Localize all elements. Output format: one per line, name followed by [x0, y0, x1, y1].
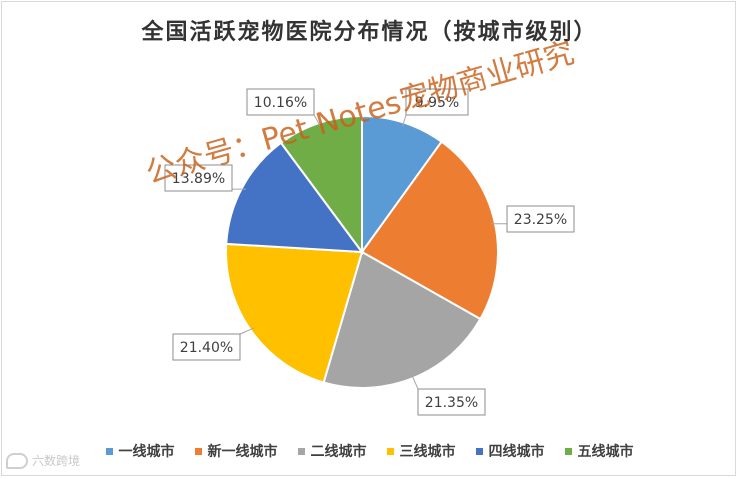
logo-icon: [6, 452, 28, 469]
logo-text: 六数跨境: [32, 454, 81, 468]
data-label-box-tier2: [417, 388, 486, 416]
data-label-tier2: 21.35%: [425, 395, 478, 411]
legend-label-tier2: 二线城市: [310, 444, 367, 460]
chart-title: 全国活跃宠物医院分布情况（按城市级别）: [141, 19, 598, 45]
data-labels: 9.95% 23.25% 21.35% 21.40% 13.89% 10.16%: [164, 88, 575, 416]
legend-swatch-new-tier1: [194, 447, 202, 455]
legend-swatch-tier1: [105, 447, 113, 455]
leader-line-tier2: [411, 374, 419, 390]
legend-label-tier1: 一线城市: [118, 444, 175, 460]
legend-item-new-tier1: 新一线城市: [194, 441, 278, 461]
data-label-box-tier4: [164, 164, 233, 192]
legend-swatch-tier3: [386, 447, 394, 455]
legend-swatch-tier4: [475, 447, 483, 455]
pie-slice-tier4: [225, 141, 365, 254]
leader-line-tier1: [402, 114, 407, 127]
data-label-box-tier1: [405, 88, 469, 116]
source-logo: 六数跨境: [6, 452, 80, 469]
legend-label-tier4: 四线城市: [488, 444, 545, 460]
data-label-box-new-tier1: [506, 205, 575, 233]
legend-swatch-tier2: [297, 447, 305, 455]
data-label-new-tier1: 23.25%: [514, 212, 567, 228]
legend-label-new-tier1: 新一线城市: [207, 444, 278, 460]
data-label-tier3: 21.40%: [180, 340, 233, 356]
label-leaders: [232, 114, 507, 390]
legend-label-tier5: 五线城市: [577, 444, 634, 460]
leader-line-tier5: [313, 114, 322, 127]
data-label-box-tier3: [172, 333, 241, 361]
legend-item-tier3: 三线城市: [386, 441, 456, 461]
data-label-tier1: 9.95%: [415, 95, 459, 111]
pie-slice-new-tier1: [360, 140, 499, 321]
data-label-tier4: 13.89%: [172, 171, 225, 187]
pie-slice-tier5: [279, 114, 363, 256]
legend-swatch-tier5: [564, 447, 572, 455]
pie-slices: [225, 114, 499, 389]
legend-item-tier2: 二线城市: [297, 441, 367, 461]
data-label-tier5: 10.16%: [254, 95, 307, 111]
leader-line-tier3: [239, 327, 255, 335]
legend-label-tier3: 三线城市: [399, 444, 456, 460]
legend: 一线城市 新一线城市 二线城市 三线城市 四线城市 五线城市: [0, 441, 739, 461]
legend-item-tier1: 一线城市: [105, 441, 175, 461]
data-label-box-tier5: [246, 88, 315, 116]
legend-item-tier5: 五线城市: [564, 441, 634, 461]
pie-slice-tier3: [225, 242, 364, 384]
legend-item-tier4: 四线城市: [475, 441, 545, 461]
